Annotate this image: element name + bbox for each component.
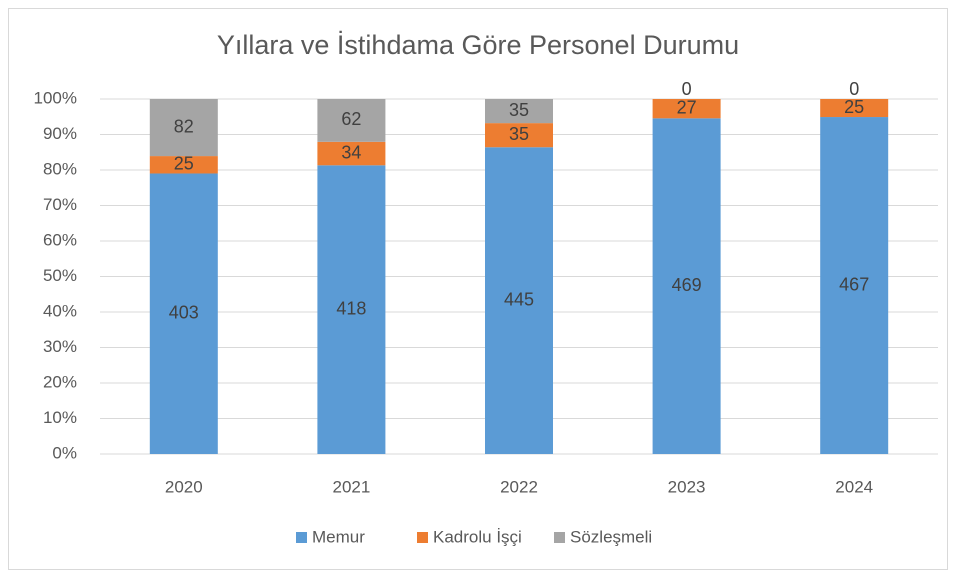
legend-swatch (417, 532, 428, 543)
data-label: 445 (504, 289, 534, 309)
data-label: 27 (677, 97, 697, 117)
x-tick-label: 2024 (835, 477, 873, 496)
bar-segment (485, 147, 553, 454)
data-label: 25 (844, 97, 864, 117)
chart-title: Yıllara ve İstihdama Göre Personel Durum… (217, 29, 739, 60)
y-tick-label: 90% (43, 124, 77, 143)
y-tick-label: 50% (43, 266, 77, 285)
data-label: 469 (672, 275, 702, 295)
x-tick-label: 2020 (165, 477, 203, 496)
bar-segment (317, 141, 386, 166)
data-label: 0 (682, 79, 692, 99)
y-tick-label: 40% (43, 301, 77, 320)
bar-segment (317, 99, 386, 142)
bar-segment (149, 156, 218, 174)
data-label: 25 (174, 154, 194, 174)
y-tick-label: 20% (43, 372, 77, 391)
legend-label: Sözleşmeli (570, 527, 652, 546)
bar-segment (485, 99, 553, 124)
y-tick-label: 0% (52, 443, 77, 462)
data-label: 35 (509, 100, 529, 120)
data-label: 34 (341, 142, 361, 162)
y-tick-label: 30% (43, 337, 77, 356)
chart-frame (8, 8, 948, 570)
legend-swatch (554, 532, 565, 543)
y-tick-label: 70% (43, 195, 77, 214)
y-tick-label: 100% (34, 88, 77, 107)
data-label: 0 (849, 79, 859, 99)
y-tick-label: 80% (43, 159, 77, 178)
bar-segment (820, 117, 889, 454)
bar-segment (652, 118, 721, 455)
bar-segment (317, 165, 386, 454)
data-label: 35 (509, 124, 529, 144)
data-label: 82 (174, 116, 194, 136)
bar-segment (485, 123, 553, 148)
y-tick-label: 60% (43, 230, 77, 249)
data-label: 62 (341, 109, 361, 129)
x-tick-label: 2021 (332, 477, 370, 496)
bar-segment (149, 173, 218, 454)
y-tick-label: 10% (43, 408, 77, 427)
bar-segment (820, 99, 889, 118)
data-label: 403 (169, 302, 199, 322)
legend-label: Memur (312, 527, 365, 546)
x-tick-label: 2022 (500, 477, 538, 496)
bar-segment (652, 99, 721, 119)
legend-swatch (296, 532, 307, 543)
data-label: 418 (336, 298, 366, 318)
data-label: 467 (839, 274, 869, 294)
x-tick-label: 2023 (668, 477, 706, 496)
bar-segment (149, 99, 218, 157)
legend-label: Kadrolu İşçi (433, 527, 522, 546)
